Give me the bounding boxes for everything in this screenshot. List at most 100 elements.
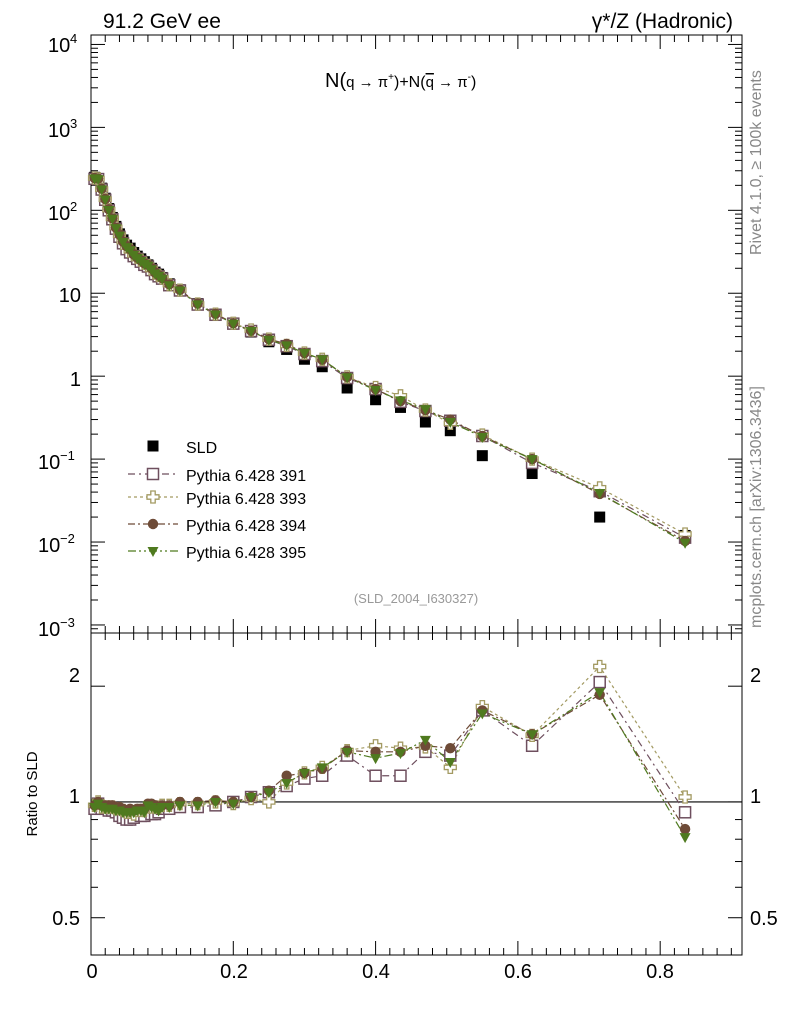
main-point-pythia-6-428-395 xyxy=(394,396,406,407)
main-ytick-label-1e-2-base: 10 xyxy=(38,535,60,557)
ratio-panel: Ratio to SLD 2 1 0.5 2 1 0.5 xyxy=(24,632,778,956)
main-ytick-label-1e-1-base: 10 xyxy=(38,452,60,474)
ratio-point-pythia-6-428-395 xyxy=(526,730,538,741)
xtick-label-0-6: 0.6 xyxy=(504,961,532,983)
main-ytick-label-1e-2-exp: −2 xyxy=(60,531,75,546)
ratio-point-pythia-6-428-395 xyxy=(245,793,257,804)
main-point-pythia-6-428-395 xyxy=(370,386,382,397)
ratio-ytick-label-1-right: 1 xyxy=(750,786,761,808)
ratio-point-pythia-6-428-395 xyxy=(192,801,204,812)
main-ytick-label-1: 1 xyxy=(70,369,81,391)
main-ytick-label-1e4-exp: 4 xyxy=(70,31,77,46)
legend-marker-2 xyxy=(146,490,160,504)
plot-title-part: )+N( xyxy=(394,74,426,91)
main-point-pythia-6-428-395 xyxy=(96,185,108,196)
main-point-sld xyxy=(419,416,431,428)
ratio-point-pythia-6-428-391 xyxy=(394,769,407,782)
header-energy-label: 91.2 GeV ee xyxy=(103,10,221,33)
main-ytick-label-10: 10 xyxy=(59,285,81,307)
legend-marker-0 xyxy=(147,440,159,452)
legend-marker-1 xyxy=(146,467,160,481)
main-point-pythia-6-428-395 xyxy=(444,418,456,429)
main-point-pythia-6-428-395 xyxy=(156,274,168,285)
main-point-pythia-6-428-395 xyxy=(281,341,293,352)
main-point-sld xyxy=(444,425,456,437)
header-process-label: γ*/Z (Hadronic) xyxy=(592,10,733,33)
xtick-label-0-8: 0.8 xyxy=(646,961,674,983)
ratio-y-axis-label: Ratio to SLD xyxy=(24,751,41,836)
ratio-point-pythia-6-428-393 xyxy=(593,659,607,674)
ratio-ytick-label-0-5-right: 0.5 xyxy=(750,908,778,930)
main-point-pythia-6-428-395 xyxy=(679,538,691,549)
ratio-ytick-label-0-5: 0.5 xyxy=(52,908,80,930)
main-series-line-2 xyxy=(94,177,686,535)
main-point-pythia-6-428-395 xyxy=(476,432,488,443)
main-point-pythia-6-428-395 xyxy=(526,455,538,466)
main-point-sld xyxy=(341,382,353,394)
plot-title-part: → xyxy=(434,74,457,91)
plot-title-part: + xyxy=(388,72,394,83)
ratio-ytick-label-2: 2 xyxy=(69,665,80,687)
ratio-point-pythia-6-428-395 xyxy=(316,763,328,774)
plot-title-part: q xyxy=(426,74,434,91)
ratio-point-pythia-6-428-394 xyxy=(281,770,292,781)
ratio-point-pythia-6-428-395 xyxy=(394,749,406,760)
main-point-sld xyxy=(526,468,538,480)
main-point-pythia-6-428-395 xyxy=(245,327,257,338)
main-point-pythia-6-428-395 xyxy=(174,286,186,297)
ratio-point-pythia-6-428-395 xyxy=(341,747,353,758)
legend-label-395: Pythia 6.428 395 xyxy=(186,545,306,562)
legend-label-391: Pythia 6.428 391 xyxy=(186,468,306,485)
main-ytick-label-1e-3-base: 10 xyxy=(38,619,60,641)
plot-title-part: π xyxy=(457,74,467,91)
main-point-sld xyxy=(594,511,606,523)
main-ytick-label-1e3-base: 10 xyxy=(48,120,70,142)
ratio-point-pythia-6-428-391 xyxy=(369,769,382,782)
main-point-pythia-6-428-395 xyxy=(110,224,122,235)
main-point-pythia-6-428-395 xyxy=(419,405,431,416)
ratio-point-pythia-6-428-395 xyxy=(227,799,239,810)
plot-title-part: ) xyxy=(471,74,476,91)
xtick-label-0: 0 xyxy=(86,961,97,983)
main-panel: 10 4 10 3 10 2 10 1 10 −1 10 −2 10 −3 N(… xyxy=(38,31,743,641)
xtick-label-0-4: 0.4 xyxy=(362,961,390,983)
mcplots-reference-label: mcplots.cern.ch [arXiv:1306.3436] xyxy=(748,386,765,628)
main-point-pythia-6-428-395 xyxy=(113,231,125,242)
legend: SLD Pythia 6.428 391 Pythia 6.428 393 Py… xyxy=(128,440,306,562)
main-point-pythia-6-428-395 xyxy=(316,355,328,366)
plot-title-part: → xyxy=(354,74,377,91)
x-axis-ticks xyxy=(90,35,732,955)
main-point-pythia-6-428-395 xyxy=(117,237,129,248)
main-point-pythia-6-428-395 xyxy=(106,214,118,225)
main-ytick-label-1e2-exp: 2 xyxy=(70,199,77,214)
ratio-point-pythia-6-428-391 xyxy=(593,675,606,689)
legend-label-sld: SLD xyxy=(186,440,217,457)
ratio-point-pythia-6-428-394 xyxy=(679,823,691,835)
legend-marker-4 xyxy=(147,547,159,557)
ratio-point-pythia-6-428-395 xyxy=(138,808,150,819)
ratio-point-pythia-6-428-393 xyxy=(678,790,692,804)
ratio-point-pythia-6-428-395 xyxy=(444,758,456,769)
legend-label-393: Pythia 6.428 393 xyxy=(186,491,306,508)
legend-label-394: Pythia 6.428 394 xyxy=(186,518,306,535)
main-point-pythia-6-428-395 xyxy=(92,175,104,186)
main-point-pythia-6-428-395 xyxy=(594,489,606,500)
ratio-point-pythia-6-428-391 xyxy=(678,806,692,819)
ratio-point-pythia-6-428-395 xyxy=(156,803,168,814)
ratio-point-pythia-6-428-393 xyxy=(262,795,276,809)
ratio-point-pythia-6-428-394 xyxy=(445,742,456,754)
ratio-point-pythia-6-428-395 xyxy=(163,803,175,814)
main-point-pythia-6-428-395 xyxy=(210,310,222,321)
ratio-point-pythia-6-428-395 xyxy=(298,768,310,779)
main-ytick-label-1e-1-exp: −1 xyxy=(60,448,75,463)
ratio-point-pythia-6-428-395 xyxy=(281,779,293,790)
rivet-version-label: Rivet 4.1.0, ≥ 100k events xyxy=(748,70,765,255)
ratio-series-line-4 xyxy=(94,691,686,838)
main-ytick-label-1e4-base: 10 xyxy=(48,35,70,57)
xtick-label-0-2: 0.2 xyxy=(220,961,248,983)
main-point-pythia-6-428-395 xyxy=(341,373,353,384)
legend-markers xyxy=(128,440,178,557)
main-point-pythia-6-428-395 xyxy=(298,349,310,360)
main-point-pythia-6-428-395 xyxy=(103,205,115,216)
